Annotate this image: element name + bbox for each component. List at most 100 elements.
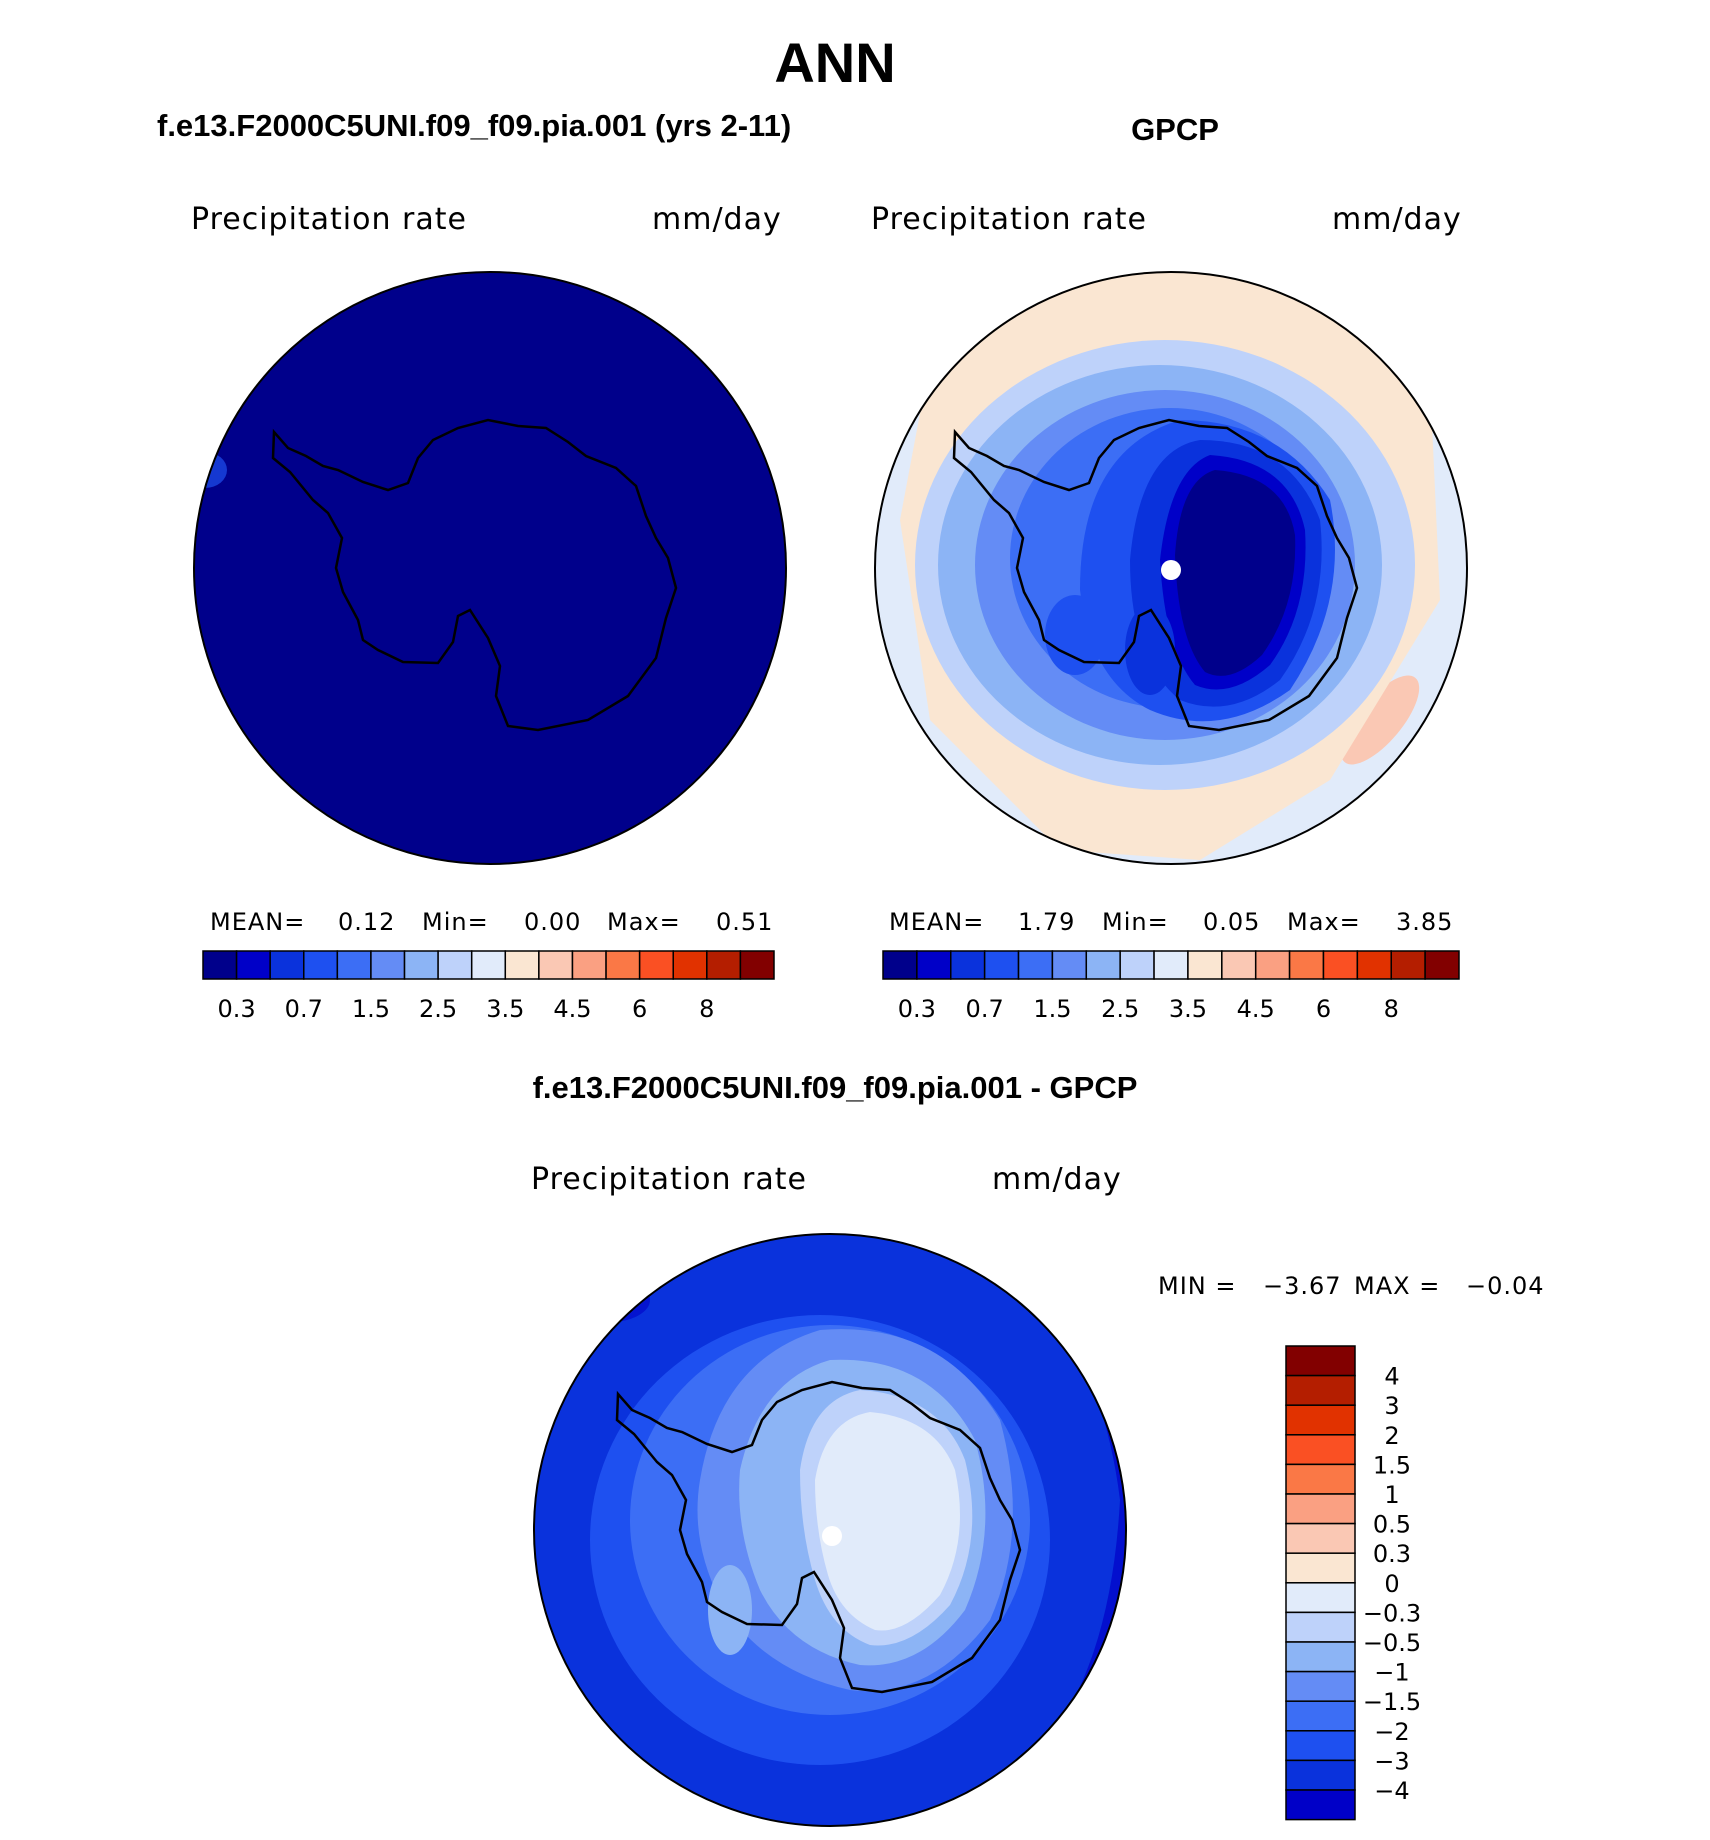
left-colorbar-swatch [739, 950, 775, 980]
left-colorbar: 0.3 0.7 1.5 2.5 3.5 4.5 6 8 [202, 950, 775, 1023]
diff-min-value: −3.67 [1263, 1272, 1342, 1300]
right-colorbar-swatch [1187, 950, 1223, 980]
right-max-label: Max= [1287, 908, 1361, 936]
left-colorbar-swatch [303, 950, 339, 980]
diff-colorbar-swatch [1285, 1611, 1356, 1643]
diff-colorbar-tick-label: 0 [1384, 1570, 1399, 1598]
left-colorbar-swatch [672, 950, 708, 980]
right-colorbar-tick-label: 8 [1384, 995, 1399, 1023]
right-colorbar-swatch [1322, 950, 1359, 980]
diff-colorbar-swatch [1285, 1759, 1356, 1791]
diff-colorbar-tick-label: −2 [1374, 1718, 1409, 1746]
left-variable-label: Precipitation rate [191, 202, 467, 237]
right-colorbar-tick-label: 4.5 [1237, 995, 1275, 1023]
left-colorbar-swatch [370, 950, 406, 980]
diff-colorbar-swatch [1285, 1522, 1356, 1554]
right-colorbar-swatch [1017, 950, 1054, 980]
left-colorbar-swatch [706, 950, 742, 980]
left-max-label: Max= [607, 908, 681, 936]
diff-units-label: mm/day [992, 1162, 1122, 1197]
left-colorbar-swatch [202, 950, 238, 980]
diff-colorbar-tick-label: 2 [1384, 1422, 1399, 1450]
left-panel-title: f.e13.F2000C5UNI.f09_f09.pia.001 (yrs 2-… [157, 108, 792, 143]
left-units-label: mm/day [652, 202, 782, 237]
diff-colorbar-tick-label: −1.5 [1363, 1688, 1421, 1716]
left-colorbar-swatch [538, 950, 574, 980]
diff-colorbar-tick-label: −1 [1374, 1659, 1409, 1687]
right-min-label: Min= [1102, 908, 1169, 936]
diff-colorbar-swatch [1285, 1552, 1356, 1584]
diff-colorbar-swatch [1285, 1345, 1356, 1377]
right-colorbar-tick-label: 0.3 [898, 995, 936, 1023]
diff-colorbar-swatch [1285, 1463, 1356, 1495]
left-colorbar-swatch [235, 950, 271, 980]
right-colorbar-tick-label: 6 [1316, 995, 1331, 1023]
left-colorbar-tick-label: 0.3 [218, 995, 256, 1023]
right-colorbar-swatch [1119, 950, 1155, 980]
right-panel-title: GPCP [1131, 112, 1219, 147]
left-mean-value: 0.12 [338, 908, 396, 936]
left-colorbar-tick-label: 3.5 [486, 995, 524, 1023]
right-max-value: 3.85 [1396, 908, 1454, 936]
diff-pole-marker [822, 1526, 842, 1546]
left-colorbar-swatch [269, 950, 305, 980]
diff-colorbar-swatch [1285, 1374, 1356, 1406]
left-colorbar-swatch [470, 950, 507, 980]
diff-colorbar-tick-label: 0.5 [1373, 1511, 1411, 1539]
diff-max-value: −0.04 [1466, 1272, 1545, 1300]
diff-colorbar-tick-label: 1.5 [1373, 1451, 1411, 1479]
right-colorbar-tick-label: 2.5 [1101, 995, 1139, 1023]
left-colorbar-tick-label: 8 [699, 995, 714, 1023]
left-colorbar-tick-label: 1.5 [352, 995, 390, 1023]
diff-colorbar-swatch [1285, 1493, 1356, 1525]
left-colorbar-tick-label: 6 [632, 995, 647, 1023]
diff-colorbar-tick-label: 0.3 [1373, 1540, 1411, 1568]
left-colorbar-tick-label: 2.5 [419, 995, 457, 1023]
diff-colorbar-swatch [1285, 1730, 1356, 1762]
right-colorbar-swatch [1424, 950, 1460, 980]
right-mean-label: MEAN= [889, 908, 985, 936]
diff-colorbar-tick-label: 4 [1384, 1363, 1399, 1391]
left-min-value: 0.00 [524, 908, 582, 936]
diff-variable-label: Precipitation rate [531, 1162, 807, 1197]
right-min-value: 0.05 [1203, 908, 1261, 936]
figure-title: ANN [774, 31, 896, 94]
right-mean-value: 1.79 [1018, 908, 1076, 936]
diff-colorbar-tick-label: −0.5 [1363, 1629, 1421, 1657]
diff-max-label: MAX = [1354, 1272, 1441, 1300]
diff-colorbar-swatch [1285, 1700, 1356, 1732]
right-colorbar-swatch [1390, 950, 1426, 980]
left-colorbar-swatch [638, 950, 674, 980]
right-colorbar-swatch [983, 950, 1020, 980]
left-colorbar-swatch [605, 950, 641, 980]
right-colorbar-swatch [916, 950, 952, 980]
diff-colorbar-swatch [1285, 1404, 1356, 1436]
right-colorbar-swatch [882, 950, 918, 980]
right-units-label: mm/day [1332, 202, 1462, 237]
left-colorbar-swatch [403, 950, 439, 980]
left-min-label: Min= [422, 908, 489, 936]
right-colorbar-swatch [1221, 950, 1257, 980]
right-colorbar-swatch [1254, 950, 1291, 980]
left-colorbar-swatch [336, 950, 372, 980]
diff-colorbar-swatch [1285, 1434, 1356, 1466]
diff-colorbar-swatch [1285, 1670, 1356, 1702]
diff-map [533, 1233, 1127, 1827]
right-colorbar-swatch [1051, 950, 1088, 980]
left-mean-label: MEAN= [210, 908, 306, 936]
right-colorbar-swatch [1356, 950, 1392, 980]
left-colorbar-swatch [437, 950, 473, 980]
left-colorbar-swatch [571, 950, 607, 980]
right-colorbar: 0.3 0.7 1.5 2.5 3.5 4.5 6 8 [882, 950, 1460, 1023]
diff-colorbar-tick-label: 1 [1384, 1481, 1399, 1509]
right-colorbar-swatch [1288, 950, 1325, 980]
diff-colorbar-tick-label: 3 [1384, 1392, 1399, 1420]
left-colorbar-swatch [504, 950, 540, 980]
left-map [193, 271, 787, 865]
diff-panel-title: f.e13.F2000C5UNI.f09_f09.pia.001 - GPCP [532, 1070, 1138, 1105]
right-colorbar-tick-label: 3.5 [1169, 995, 1207, 1023]
right-map [874, 271, 1468, 865]
left-colorbar-tick-label: 0.7 [285, 995, 323, 1023]
left-max-value: 0.51 [716, 908, 774, 936]
